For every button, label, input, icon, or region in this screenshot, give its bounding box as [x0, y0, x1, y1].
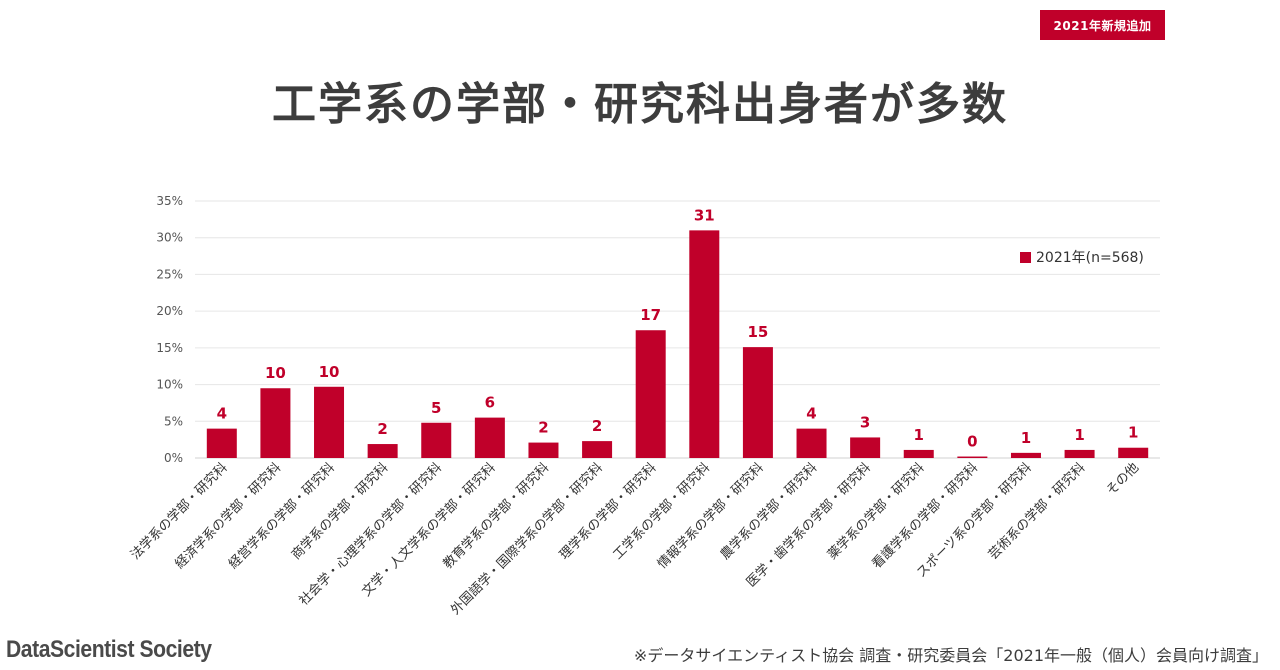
- data-label: 1: [914, 426, 924, 444]
- bar: [957, 456, 988, 458]
- data-label: 31: [694, 206, 715, 224]
- bar: [474, 417, 505, 458]
- bar: [1064, 449, 1095, 458]
- data-label: 6: [485, 394, 495, 412]
- bar: [635, 330, 666, 458]
- legend-label: 2021年(n=568): [1036, 250, 1144, 266]
- x-tick-label: 法学系の学部・研究科: [127, 460, 230, 563]
- y-tick-label: 35%: [156, 194, 183, 208]
- data-label: 2: [592, 417, 602, 435]
- x-tick-label: 工学系の学部・研究科: [610, 460, 713, 563]
- data-label: 2: [377, 420, 387, 438]
- new-badge: 2021年新規追加: [1040, 10, 1165, 40]
- bar: [1010, 452, 1041, 458]
- bar: [582, 441, 613, 458]
- data-label: 1: [1128, 424, 1138, 442]
- data-label: 10: [319, 363, 340, 381]
- x-tick-label: 商学系の学部・研究科: [288, 460, 391, 563]
- data-label: 0: [967, 433, 977, 451]
- bar: [689, 230, 720, 458]
- y-tick-label: 0%: [164, 451, 183, 465]
- x-tick-label: 教育学系の学部・研究科: [440, 460, 552, 572]
- data-label: 4: [217, 405, 227, 423]
- bar: [260, 388, 291, 458]
- x-tick-label: 薬学系の学部・研究科: [824, 460, 927, 563]
- x-tick-label: 情報学系の学部・研究科: [654, 460, 766, 572]
- bar-chart: 0%5%10%15%20%25%30%35%4法学系の学部・研究科10経済学系の…: [127, 194, 1160, 618]
- bar: [528, 442, 559, 458]
- logo: DataScientist Society: [6, 636, 212, 663]
- x-tick-label: 理学系の学部・研究科: [556, 460, 659, 563]
- x-tick-label: 農学系の学部・研究科: [717, 460, 820, 563]
- y-tick-label: 5%: [164, 414, 183, 428]
- y-tick-label: 10%: [156, 378, 183, 392]
- data-label: 1: [1074, 426, 1084, 444]
- bar: [1118, 447, 1149, 458]
- data-label: 5: [431, 399, 441, 417]
- bar: [850, 437, 881, 458]
- data-label: 10: [265, 364, 286, 382]
- data-label: 1: [1021, 429, 1031, 447]
- y-tick-label: 30%: [156, 231, 183, 245]
- data-label: 3: [860, 413, 870, 431]
- x-tick-label: 経営学系の学部・研究科: [225, 460, 337, 572]
- data-label: 15: [747, 323, 768, 341]
- x-tick-label: 経済学系の学部・研究科: [172, 460, 284, 572]
- bar: [742, 347, 773, 458]
- y-tick-label: 25%: [156, 267, 183, 281]
- bar: [314, 386, 345, 458]
- bar: [206, 428, 237, 458]
- bar: [796, 428, 827, 458]
- y-tick-label: 20%: [156, 304, 183, 318]
- source-note: ※データサイエンティスト協会 調査・研究委員会「2021年一般（個人）会員向け調…: [633, 646, 1268, 665]
- bar: [903, 449, 934, 458]
- x-tick-label: 看護学系の学部・研究科: [869, 460, 981, 572]
- x-tick-label: その他: [1104, 460, 1142, 498]
- legend-swatch: [1020, 252, 1031, 263]
- bar: [421, 422, 452, 458]
- y-tick-label: 15%: [156, 341, 183, 355]
- bar: [367, 444, 398, 458]
- x-tick-label: 芸術系の学部・研究科: [985, 460, 1088, 563]
- page-title: 工学系の学部・研究科出身者が多数: [272, 79, 1008, 130]
- data-label: 2: [538, 419, 548, 437]
- data-label: 4: [806, 405, 816, 423]
- data-label: 17: [640, 306, 661, 324]
